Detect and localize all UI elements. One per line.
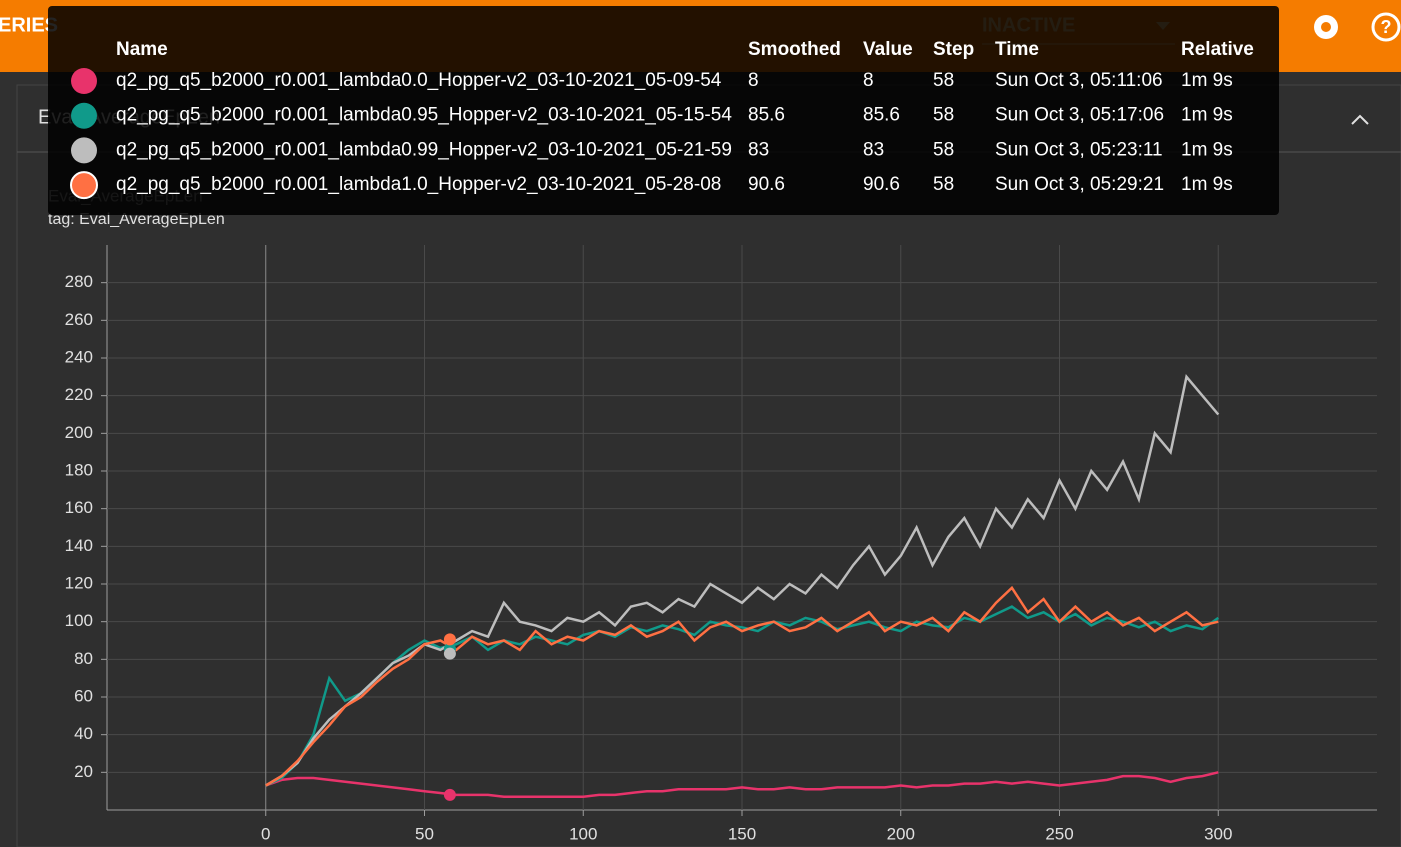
y-tick-label: 200 — [65, 423, 93, 442]
run-swatch — [71, 137, 97, 164]
tooltip-cell: q2_pg_q5_b2000_r0.001_lambda0.99_Hopper-… — [116, 139, 732, 160]
column-header: Step — [933, 39, 974, 60]
tooltip-cell: q2_pg_q5_b2000_r0.001_lambda0.0_Hopper-v… — [116, 70, 722, 91]
column-header: Value — [863, 39, 913, 60]
tooltip-table: Name Smoothed Value Step Time Relative q2_pg_q… — [70, 39, 1254, 200]
hover-point — [443, 633, 456, 646]
settings-icon-hole — [1321, 22, 1331, 32]
series-line — [265, 771, 1219, 799]
x-tick-label: 50 — [415, 824, 434, 843]
column-header: Relative — [1181, 39, 1254, 60]
y-tick-label: 20 — [74, 762, 93, 781]
y-tick-label: 40 — [74, 724, 93, 743]
y-tick-label: 160 — [65, 498, 93, 517]
y-tick-label: 120 — [65, 573, 93, 592]
chart-tag: tag: Eval_AverageEpLen — [48, 211, 225, 228]
tooltip-cell: 85.6 — [748, 105, 785, 126]
tooltip-cell: 83 — [863, 139, 884, 160]
tooltip-cell: 83 — [748, 139, 769, 160]
tooltip-cell: Sun Oct 3, 05:29:21 — [995, 174, 1164, 195]
y-tick-label: 60 — [74, 686, 93, 705]
collapse-button[interactable] — [1351, 114, 1369, 125]
tooltip-cell: q2_pg_q5_b2000_r0.001_lambda1.0_Hopper-v… — [116, 174, 721, 195]
plot: 20 40 60 80 100 120 140 160 180 200 220 240 260 280 0 5… — [65, 245, 1377, 843]
hover-point — [443, 788, 456, 801]
tooltip-cell: Sun Oct 3, 05:17:06 — [995, 105, 1164, 126]
tooltip-cell: 58 — [933, 105, 954, 126]
run-swatch — [71, 102, 97, 129]
series-line — [265, 585, 1219, 787]
tooltip-cell: q2_pg_q5_b2000_r0.001_lambda0.95_Hopper-… — [116, 105, 732, 126]
x-tick-label: 150 — [728, 824, 756, 843]
tooltip-cell: 90.6 — [748, 174, 785, 195]
y-tick-label: 140 — [65, 536, 93, 555]
tooltip-cell: Sun Oct 3, 05:11:06 — [995, 70, 1163, 91]
tooltip-cell: 1m 9s — [1181, 70, 1233, 91]
tooltip-cell: 1m 9s — [1181, 139, 1233, 160]
tooltip-cell: 1m 9s — [1181, 174, 1233, 195]
y-tick-label: 240 — [65, 347, 93, 366]
tooltip-cell: 90.6 — [863, 174, 900, 195]
help-icon-mark: ? — [1381, 17, 1392, 37]
tooltip-cell: 8 — [748, 70, 759, 91]
tooltip — [48, 6, 1279, 215]
column-header: Time — [995, 39, 1039, 60]
tooltip-cell: 58 — [933, 174, 954, 195]
toolbar-title: ERIES — [0, 14, 58, 36]
column-header: Smoothed — [748, 39, 841, 60]
y-tick-label: 80 — [74, 649, 93, 668]
y-tick-label: 260 — [65, 310, 93, 329]
run-swatch — [70, 171, 98, 200]
help-icon[interactable] — [1371, 12, 1401, 42]
tooltip-cell: 85.6 — [863, 105, 900, 126]
x-tick-label: 100 — [569, 824, 597, 843]
tooltip-cell: 58 — [933, 70, 954, 91]
tooltip-cell: Sun Oct 3, 05:23:11 — [995, 139, 1163, 160]
tooltip-cell: 8 — [863, 70, 874, 91]
x-tick-label: 300 — [1204, 824, 1232, 843]
y-tick-label: 220 — [65, 385, 93, 404]
run-swatch — [71, 68, 97, 94]
hover-point — [443, 647, 456, 660]
x-tick-label: 0 — [261, 824, 270, 843]
y-tick-label: 180 — [65, 460, 93, 479]
tooltip-cell: 1m 9s — [1181, 105, 1233, 126]
y-tick-label: 280 — [65, 272, 93, 291]
x-tick-label: 250 — [1045, 824, 1073, 843]
tooltip-cell: 58 — [933, 139, 954, 160]
column-header: Name — [116, 39, 168, 60]
x-tick-label: 200 — [887, 824, 915, 843]
y-tick-label: 100 — [65, 611, 93, 630]
